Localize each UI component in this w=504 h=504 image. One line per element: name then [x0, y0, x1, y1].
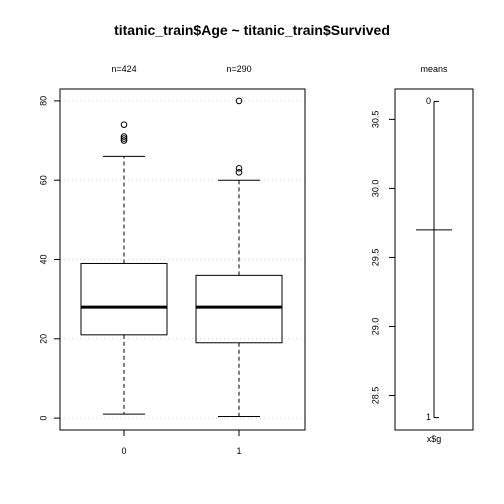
box	[195, 274, 283, 344]
box	[80, 262, 168, 336]
mean-marker-label: 1	[426, 412, 431, 422]
mean-marker-label: 0	[426, 96, 431, 106]
y-tick-label: 20	[38, 334, 48, 344]
y-tick-label: 0	[38, 416, 48, 421]
y-tick-label: 60	[38, 175, 48, 185]
means-y-tick-label: 29.5	[370, 249, 380, 267]
x-tick-label: 0	[121, 446, 126, 456]
x-tick-label: 1	[236, 446, 241, 456]
boxplot-grid	[60, 100, 305, 419]
means-title: means	[420, 64, 448, 74]
count-label-0: n=424	[111, 64, 136, 74]
means-panel: means x$g 01 28.529.029.530.030.5	[370, 64, 474, 444]
outlier-point	[120, 121, 128, 128]
plot-frame	[59, 88, 306, 431]
y-tick-label: 80	[38, 96, 48, 106]
chart-title: titanic_train$Age ~ titanic_train$Surviv…	[114, 22, 390, 38]
boxplot-marks	[80, 97, 283, 417]
boxplot-panel: n=424 n=290 0 20 40 60 80 0 1	[38, 64, 306, 456]
means-y-tick-label: 30.5	[370, 111, 380, 129]
y-tick-label: 40	[38, 254, 48, 264]
count-label-1: n=290	[226, 64, 251, 74]
means-y-tick-label: 29.0	[370, 318, 380, 336]
outlier-point	[120, 135, 128, 142]
means-xlabel: x$g	[427, 434, 442, 444]
means-axes: 28.5 29.0 29.5 30.0 30.5	[370, 88, 474, 431]
outlier-point	[235, 97, 243, 105]
means-y-tick-label: 28.5	[370, 387, 380, 405]
means-y-tick-label: 30.0	[370, 180, 380, 198]
means-marks: 01	[416, 96, 452, 422]
outlier-point	[120, 137, 128, 144]
means-frame	[394, 88, 474, 431]
outlier-point	[235, 165, 243, 172]
outlier-point	[235, 168, 243, 176]
boxplot-axes: 0 20 40 60 80 0 1	[38, 88, 306, 456]
outlier-point	[120, 133, 128, 140]
